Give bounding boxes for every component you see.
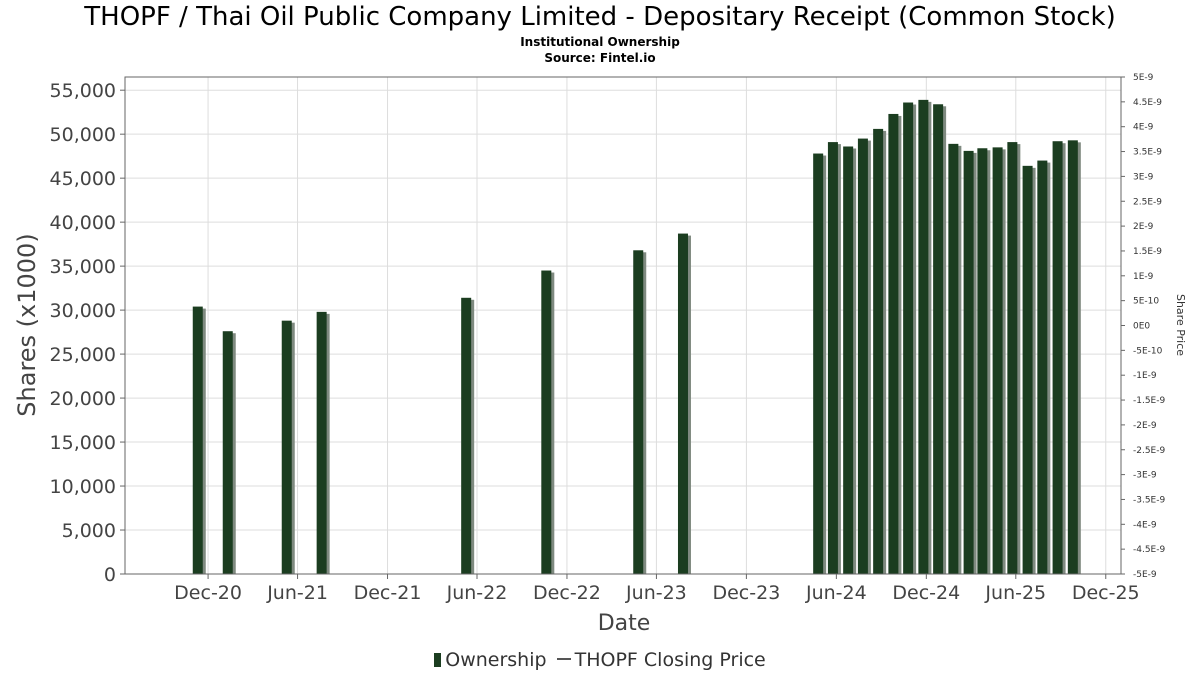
ownership-bar[interactable] bbox=[1037, 160, 1048, 574]
chart-subtitle: Institutional Ownership bbox=[520, 35, 680, 49]
y2-tick-label: -4.5E-9 bbox=[1133, 545, 1165, 555]
ownership-bar[interactable] bbox=[1067, 140, 1078, 574]
y2-tick-label: -5E-10 bbox=[1133, 346, 1163, 356]
legend-line-closing-price bbox=[556, 657, 571, 660]
axes: 0 5,000 10,000 15,000 20,000 25,000 30,000 35,0… bbox=[50, 73, 1166, 604]
ownership-bar[interactable] bbox=[222, 331, 233, 574]
y2-tick-label: -5E-9 bbox=[1133, 570, 1157, 580]
y2-tick-label: 3E-9 bbox=[1133, 172, 1154, 182]
bars bbox=[192, 99, 1081, 575]
ownership-bar[interactable] bbox=[873, 128, 884, 574]
y2-tick-label: -4E-9 bbox=[1133, 520, 1157, 530]
ownership-bar[interactable] bbox=[857, 138, 868, 574]
y-tick-label: 45,000 bbox=[50, 168, 116, 190]
ownership-bar[interactable] bbox=[541, 270, 552, 574]
x-tick-label: Dec-24 bbox=[892, 582, 960, 604]
x-tick-label: Jun-24 bbox=[805, 582, 867, 604]
x-tick-label: Jun-22 bbox=[446, 582, 508, 604]
x-tick-label: Jun-23 bbox=[625, 582, 687, 604]
y-tick-label: 55,000 bbox=[50, 80, 116, 102]
ownership-bar[interactable] bbox=[948, 143, 959, 575]
y2-tick-label: -3.5E-9 bbox=[1133, 495, 1165, 505]
legend-label-closing-price: THOPF Closing Price bbox=[574, 648, 766, 671]
ownership-bar[interactable] bbox=[1007, 142, 1018, 574]
ownership-bar[interactable] bbox=[992, 147, 1003, 574]
x-tick-label: Dec-23 bbox=[712, 582, 780, 604]
ownership-bar[interactable] bbox=[888, 113, 899, 574]
y2-tick-label: -3E-9 bbox=[1133, 471, 1157, 481]
legend-swatch-ownership bbox=[434, 652, 442, 667]
legend-item-ownership[interactable]: Ownership bbox=[434, 648, 547, 671]
ownership-bar[interactable] bbox=[813, 153, 824, 574]
ownership-bar[interactable] bbox=[316, 311, 327, 574]
y2-tick-label: -1E-9 bbox=[1133, 371, 1157, 381]
y2-tick-label: 2E-9 bbox=[1133, 222, 1154, 232]
ownership-bar[interactable] bbox=[1052, 141, 1063, 574]
y-tick-label: 50,000 bbox=[50, 124, 116, 146]
y-tick-label: 0 bbox=[104, 564, 116, 586]
ownership-bar[interactable] bbox=[933, 104, 944, 574]
x-tick-label: Dec-25 bbox=[1072, 582, 1140, 604]
ownership-bar[interactable] bbox=[461, 297, 472, 574]
legend-label-ownership: Ownership bbox=[445, 648, 547, 671]
y-tick-label: 25,000 bbox=[50, 344, 116, 366]
y-tick-label: 10,000 bbox=[50, 476, 116, 498]
legend: Ownership THOPF Closing Price bbox=[0, 648, 1200, 671]
y2-tick-label: 1.5E-9 bbox=[1133, 247, 1162, 257]
x-tick-label: Jun-25 bbox=[984, 582, 1046, 604]
y2-tick-label: 3.5E-9 bbox=[1133, 148, 1162, 158]
ownership-bar[interactable] bbox=[281, 320, 292, 574]
ownership-bar[interactable] bbox=[633, 250, 644, 574]
ownership-bar[interactable] bbox=[903, 102, 914, 574]
y2-tick-label: 2.5E-9 bbox=[1133, 197, 1162, 207]
ownership-bar[interactable] bbox=[963, 150, 974, 574]
y2-tick-label: 5E-9 bbox=[1133, 73, 1154, 83]
ownership-bar[interactable] bbox=[843, 146, 854, 574]
y-axis-label: Shares (x1000) bbox=[13, 233, 41, 416]
y2-axis-label: Share Price bbox=[1174, 294, 1187, 356]
y2-tick-label: 1E-9 bbox=[1133, 272, 1154, 282]
y-tick-label: 35,000 bbox=[50, 256, 116, 278]
x-tick-label: Jun-21 bbox=[266, 582, 328, 604]
y2-tick-label: 5E-10 bbox=[1133, 297, 1159, 307]
x-tick-label: Dec-21 bbox=[354, 582, 422, 604]
legend-item-closing-price[interactable]: THOPF Closing Price bbox=[553, 649, 766, 671]
y2-tick-label: 0E0 bbox=[1133, 322, 1150, 332]
y2-tick-label: -1.5E-9 bbox=[1133, 396, 1165, 406]
ownership-bar[interactable] bbox=[192, 306, 203, 574]
chart-title: THOPF / Thai Oil Public Company Limited … bbox=[84, 2, 1116, 32]
y2-tick-label: 4E-9 bbox=[1133, 123, 1154, 133]
ownership-bar[interactable] bbox=[1022, 165, 1033, 575]
y-tick-label: 5,000 bbox=[62, 520, 116, 542]
x-axis-label: Date bbox=[598, 611, 651, 636]
y-tick-label: 40,000 bbox=[50, 212, 116, 234]
x-tick-label: Dec-22 bbox=[533, 582, 601, 604]
y2-tick-label: 4.5E-9 bbox=[1133, 98, 1162, 108]
y2-tick-label: -2.5E-9 bbox=[1133, 446, 1165, 456]
ownership-bar[interactable] bbox=[977, 148, 988, 574]
chart-source: Source: Fintel.io bbox=[544, 51, 656, 65]
y-tick-label: 15,000 bbox=[50, 432, 116, 454]
ownership-bar[interactable] bbox=[918, 99, 929, 575]
ownership-bar[interactable] bbox=[677, 233, 688, 574]
y-tick-label: 30,000 bbox=[50, 300, 116, 322]
y-tick-label: 20,000 bbox=[50, 388, 116, 410]
ownership-bar[interactable] bbox=[827, 142, 838, 574]
x-tick-label: Dec-20 bbox=[174, 582, 242, 604]
y2-tick-label: -2E-9 bbox=[1133, 421, 1157, 431]
